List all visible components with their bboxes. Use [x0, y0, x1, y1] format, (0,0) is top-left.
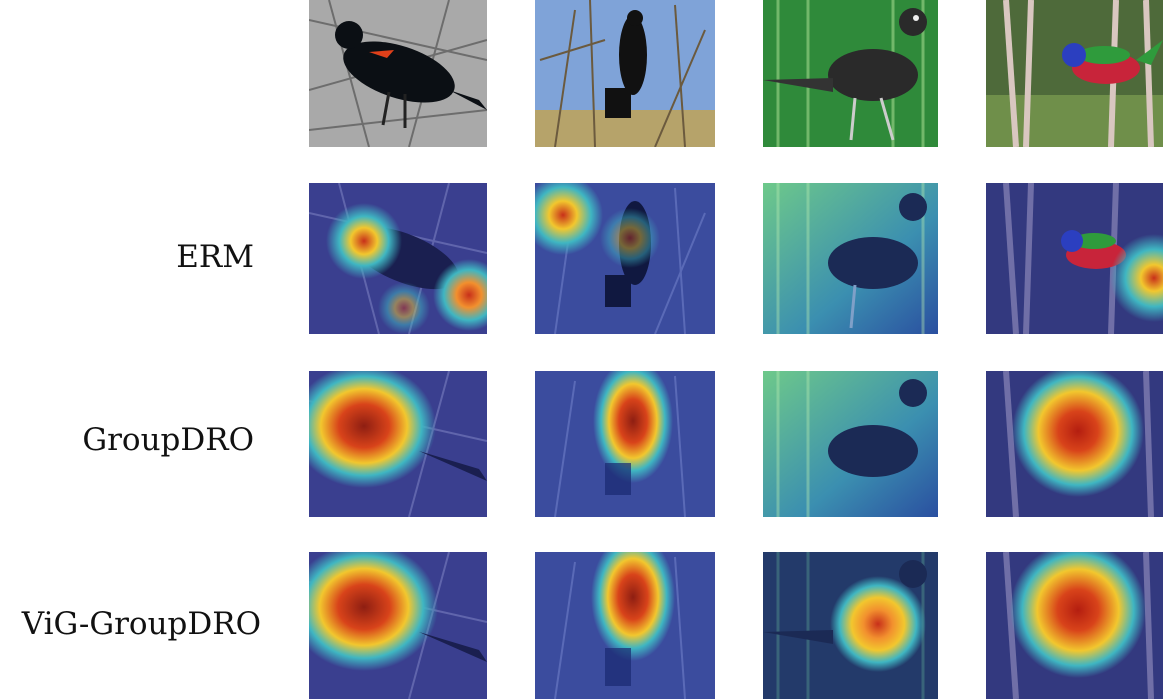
vig-groupdro-heatmap-col-2	[535, 552, 715, 699]
groupdro-heatmap-col-3	[763, 371, 938, 517]
groupdro-heatmap-col-1	[309, 371, 487, 517]
groupdro-heatmap-col-2	[535, 371, 715, 517]
groupdro-heatmap-col-4	[986, 371, 1163, 517]
original-image-col-3	[763, 0, 938, 147]
erm-heatmap-col-3	[763, 183, 938, 334]
erm-heatmap-col-2	[535, 183, 715, 334]
original-image-col-1	[309, 0, 487, 147]
vig-groupdro-heatmap-col-3	[763, 552, 938, 699]
row-label-erm: ERM	[176, 239, 254, 275]
row-label-vig-groupdro: ViG-GroupDRO	[21, 606, 261, 642]
erm-heatmap-col-4	[986, 183, 1163, 334]
original-image-col-4	[986, 0, 1163, 147]
erm-heatmap-col-1	[309, 183, 487, 334]
row-label-groupdro: GroupDRO	[82, 422, 254, 458]
original-image-col-2	[535, 0, 715, 147]
vig-groupdro-heatmap-col-4	[986, 552, 1163, 699]
vig-groupdro-heatmap-col-1	[309, 552, 487, 699]
